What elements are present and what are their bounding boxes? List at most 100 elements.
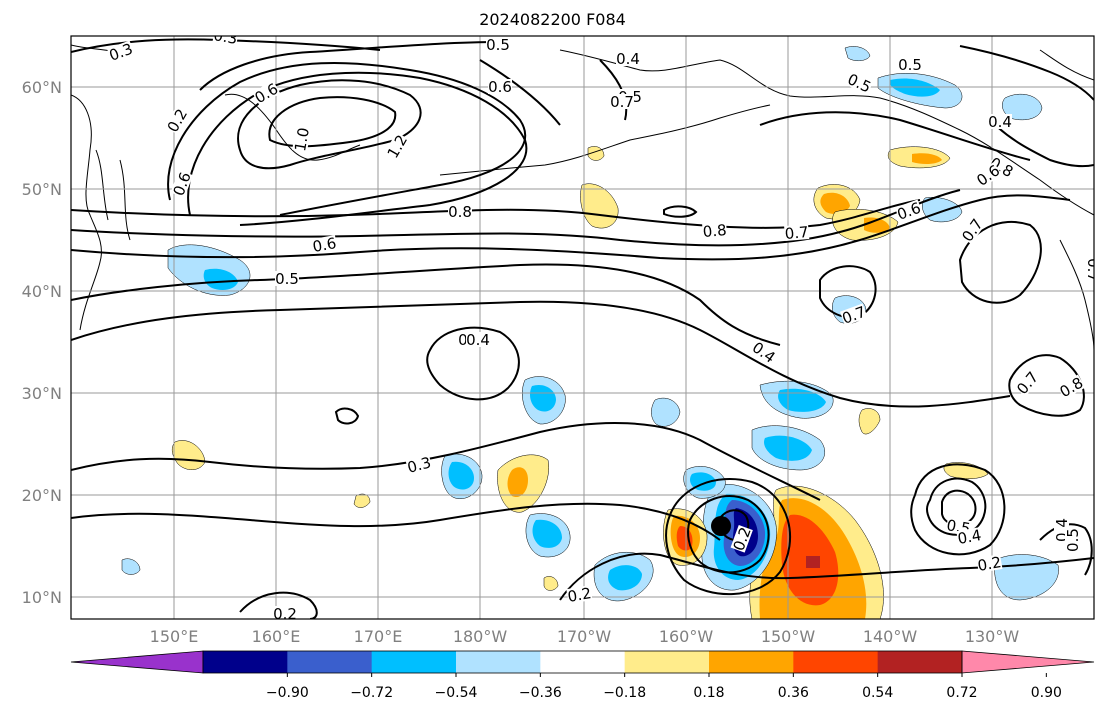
latitude-labels: 60°N 50°N 40°N 30°N 20°N 10°N (22, 78, 62, 607)
contour-0.7-loop (819, 265, 877, 319)
shade-positive-k (543, 576, 559, 591)
shade-positive-j (353, 493, 371, 508)
lon-label: 130°W (965, 627, 1020, 646)
map-area (71, 36, 1094, 619)
colorbar-tick-label: 0.54 (862, 685, 893, 701)
coast-bc (1039, 49, 1094, 81)
lat-label: 10°N (22, 588, 62, 607)
colorbar-segment (371, 651, 457, 673)
contour-lines (71, 38, 1094, 619)
shade-positive-i (858, 408, 881, 435)
contour-label: 0.2 (976, 553, 1003, 575)
colorbar-tick-label: 0.36 (778, 685, 809, 701)
contour-0.4-se (1039, 523, 1093, 576)
contour-label: 0.4 (988, 113, 1012, 131)
colorbar-tick-label: −0.18 (603, 685, 646, 701)
map-title: 2024082200 F084 (479, 10, 626, 29)
storm-center-marker (711, 516, 731, 536)
contour-label: 0.5 (1064, 528, 1082, 552)
contour-0.4-eastcoast (989, 119, 1094, 168)
contour-label: 1.0 (291, 126, 313, 153)
colorbar-tick-label: −0.72 (350, 685, 393, 701)
colorbar-segment (877, 651, 963, 673)
lon-label: 140°W (863, 627, 918, 646)
contour-label: 0.8 (448, 203, 472, 221)
colorbar-tick-label: −0.90 (266, 685, 309, 701)
contour-label: 0.2 (273, 605, 297, 623)
colorbar-segment (793, 651, 879, 673)
contour-small-2 (663, 205, 698, 218)
longitude-labels: 150°E 160°E 170°E 180°W 170°W 160°W 150°W 140°W… (150, 627, 1020, 646)
lon-label: 150°W (761, 627, 816, 646)
colorbar-tick-label: 0.18 (693, 685, 724, 701)
colorbar-extend-min (70, 650, 204, 674)
contour-label: 0.5 (898, 56, 922, 74)
contour-small-1 (334, 407, 360, 425)
lat-label: 50°N (22, 180, 62, 199)
colorbar-tick-label: 0.90 (1031, 685, 1062, 701)
contour-label: 0.8 (702, 221, 727, 241)
lat-label: 30°N (22, 384, 62, 403)
shade-negative-n (121, 558, 141, 575)
lon-label: 170°W (557, 627, 612, 646)
contour-1.0-ring (237, 79, 422, 170)
coast-alaska (559, 49, 1094, 216)
colorbar-segment (287, 651, 373, 673)
colorbar-segment (203, 651, 288, 673)
contour-label: 0.4 (616, 50, 640, 68)
lon-label: 170°E (354, 627, 403, 646)
contour-label: 0.4 (956, 526, 983, 548)
contour-0.4 (71, 300, 1011, 408)
contour-label: 0.2 (566, 584, 593, 606)
contour-label: 0.7 (610, 93, 634, 111)
colorbar-segment (624, 651, 710, 673)
colorbar-extend-max (961, 650, 1095, 674)
contour-0.2 (559, 552, 1094, 601)
contour-0.8-west (187, 71, 528, 226)
contour-0.5 (71, 263, 781, 346)
contour-1.2-ring (268, 96, 397, 148)
colorbar-tick-label: −0.36 (519, 685, 562, 701)
map-frame (70, 35, 1095, 620)
contour-label: 0.6 (311, 234, 338, 256)
shade-positive-max (806, 556, 820, 568)
colorbar-segment (540, 651, 626, 673)
contour-label: 0.6 (488, 78, 512, 96)
contour-0.3-south (71, 502, 721, 541)
shade-negative-m (651, 397, 681, 427)
contour-0.7-ne (958, 220, 1042, 304)
colorbar-segment (456, 651, 541, 673)
lon-label: 180°W (453, 627, 508, 646)
coast-aleutians (439, 104, 771, 176)
lon-label: 150°E (150, 627, 199, 646)
contour-storm-0.4 (665, 478, 792, 596)
colorbar-tick-label: −0.54 (435, 685, 478, 701)
shade-negative-l (844, 46, 871, 61)
shade-positive-f (171, 440, 206, 470)
contour-storm-0.5 (687, 495, 770, 574)
lat-label: 60°N (22, 78, 62, 97)
contour-label: 0.3 (405, 453, 433, 477)
colorbar: −0.90 −0.72 −0.54 −0.36 −0.18 0.18 0.36 0.54 0.7… (70, 650, 1095, 701)
colorbar-segment (709, 651, 794, 673)
contour-labels: 0.30.30.50.60.20.61.01.20.40.80.60.50.50… (107, 26, 1094, 623)
lat-label: 40°N (22, 282, 62, 301)
shade-negative-h (1002, 93, 1043, 121)
contour-label: 0.4 (466, 331, 490, 349)
contour-0.3 (71, 422, 821, 501)
contour-0.4-loop (426, 326, 520, 401)
contour-label: 0.5 (275, 270, 299, 288)
contour-0.6-ring (167, 61, 527, 216)
lon-label: 160°W (659, 627, 714, 646)
contour-0.2-west (239, 591, 318, 619)
contour-label: 0.3 (212, 26, 239, 48)
contour-0.6 (71, 194, 1071, 261)
contour-0.5-ne (959, 45, 1094, 101)
lat-label: 20°N (22, 486, 62, 505)
contour-label: 0.7 (784, 223, 809, 243)
coast-na-west (1059, 239, 1094, 351)
contour-0.5-upper (199, 41, 501, 91)
contour-0.8 (71, 199, 921, 229)
colorbar-tick-label: 0.72 (946, 685, 977, 701)
